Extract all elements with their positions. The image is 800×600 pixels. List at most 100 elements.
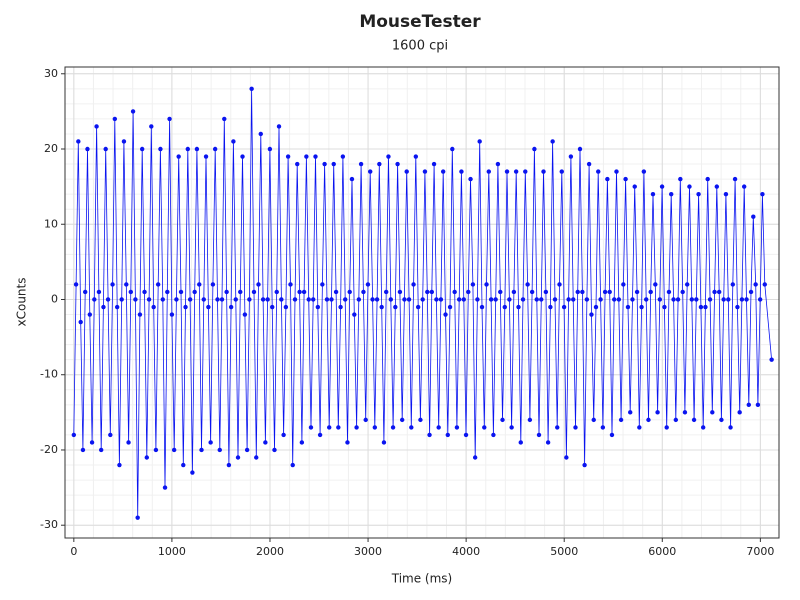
data-point	[270, 304, 275, 310]
data-point	[137, 312, 143, 317]
data-point	[447, 304, 453, 310]
data-point	[598, 297, 603, 302]
data-point	[659, 184, 665, 189]
data-point	[124, 282, 129, 287]
data-point	[746, 402, 751, 408]
data-point	[402, 297, 407, 302]
data-point	[331, 161, 336, 167]
data-point	[450, 146, 455, 152]
data-point	[333, 289, 339, 295]
data-point	[712, 289, 717, 295]
data-point	[201, 297, 206, 302]
x-tick-label: 2000	[256, 545, 284, 558]
data-point	[534, 297, 539, 302]
data-point	[117, 462, 122, 468]
data-point	[744, 297, 749, 302]
data-point	[349, 176, 355, 182]
data-point	[222, 116, 227, 122]
plot-border	[64, 66, 780, 539]
data-point	[165, 289, 170, 295]
data-point	[703, 304, 708, 310]
data-point	[108, 432, 113, 438]
data-point	[352, 312, 357, 317]
data-point	[365, 282, 371, 287]
data-point	[461, 297, 466, 302]
data-point	[470, 282, 476, 287]
data-point	[698, 304, 704, 310]
x-tick-label: 3000	[354, 545, 382, 558]
data-point	[240, 154, 245, 159]
data-point	[181, 462, 186, 468]
data-point	[427, 432, 432, 438]
data-point	[169, 312, 175, 317]
data-point	[146, 297, 152, 302]
data-point	[92, 297, 97, 302]
data-point	[621, 282, 626, 287]
data-point	[741, 184, 747, 189]
data-point	[755, 402, 761, 408]
data-point	[130, 109, 136, 114]
data-point	[267, 146, 273, 152]
data-point	[639, 304, 644, 310]
data-point	[317, 432, 323, 438]
data-point	[532, 146, 537, 152]
data-point	[555, 425, 560, 430]
data-point	[128, 289, 134, 295]
data-point	[76, 139, 81, 144]
data-point	[628, 410, 633, 415]
data-point	[452, 289, 457, 295]
data-point	[472, 455, 478, 460]
data-point	[591, 417, 596, 423]
data-point	[162, 485, 168, 490]
data-point	[158, 146, 163, 152]
data-point	[212, 146, 218, 152]
data-point	[121, 139, 127, 144]
y-tick-label: 10	[44, 217, 58, 230]
data-point	[609, 432, 615, 438]
data-point	[404, 169, 409, 174]
data-point	[495, 161, 501, 167]
data-point	[438, 297, 444, 302]
data-point	[384, 289, 389, 295]
data-point	[390, 425, 396, 430]
data-point	[700, 425, 706, 430]
data-point	[395, 161, 400, 167]
data-point	[596, 169, 601, 174]
data-point	[520, 297, 526, 302]
chart-subtitle: 1600 cpi	[392, 39, 448, 54]
data-point	[694, 297, 699, 302]
data-point	[345, 440, 350, 445]
data-point	[313, 154, 318, 159]
data-point	[762, 282, 767, 287]
data-point	[374, 297, 380, 302]
data-point	[311, 297, 316, 302]
data-point	[187, 297, 193, 302]
data-point	[582, 462, 587, 468]
data-point	[488, 297, 494, 302]
x-tick-label: 7000	[746, 545, 774, 558]
data-point	[393, 304, 398, 310]
data-point	[675, 297, 681, 302]
data-point	[491, 432, 496, 438]
data-point	[653, 282, 658, 287]
data-point	[224, 289, 229, 295]
data-point	[737, 410, 742, 415]
data-point	[217, 447, 222, 453]
data-point	[459, 169, 464, 174]
data-point	[573, 425, 578, 430]
data-point	[539, 297, 544, 302]
data-point	[354, 425, 359, 430]
data-point	[306, 297, 311, 302]
data-point	[304, 154, 309, 159]
data-point	[568, 154, 574, 159]
data-point	[550, 139, 555, 144]
data-point	[409, 425, 414, 430]
data-point	[600, 425, 606, 430]
data-point	[751, 214, 756, 219]
data-point	[279, 297, 284, 302]
data-point	[730, 282, 736, 287]
y-tick-label: 20	[44, 142, 58, 155]
data-point	[705, 176, 710, 182]
data-point	[151, 304, 156, 310]
data-point	[429, 289, 435, 295]
